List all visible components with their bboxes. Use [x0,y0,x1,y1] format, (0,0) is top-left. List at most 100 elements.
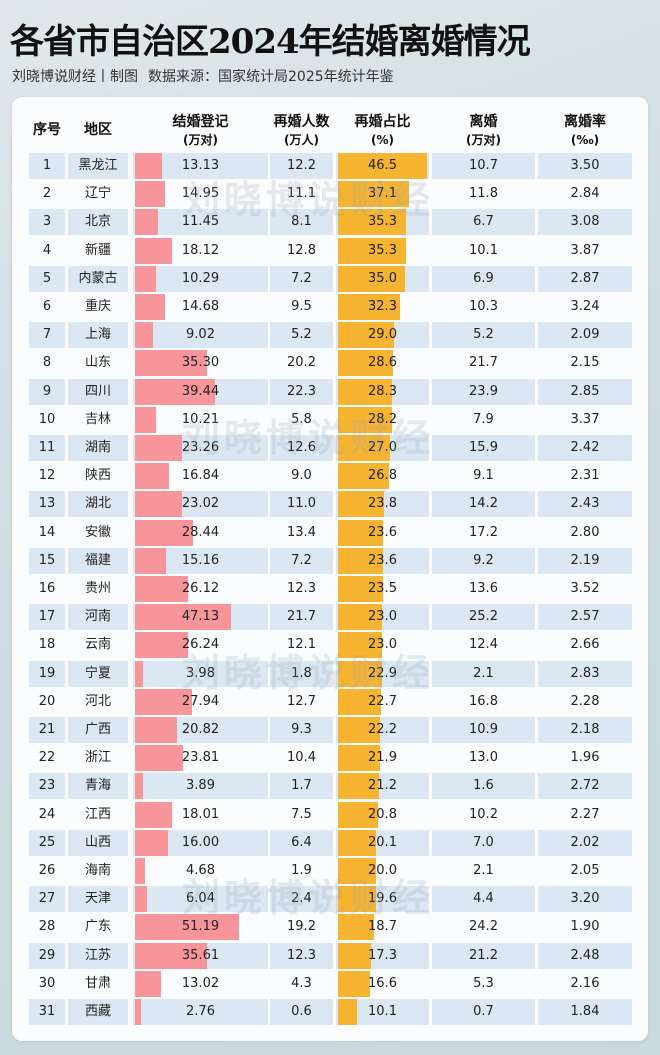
cell-marriage-value: 15.16 [181,552,220,568]
cell-idx-value: 3 [42,214,52,230]
marriage-bar [135,688,192,715]
cell-remarriage-value: 9.0 [291,468,312,484]
marriage-bar [135,153,162,179]
cell-remarriage-pct: 23.0 [336,632,429,659]
cell-region: 广西 [68,717,128,743]
cell-remarriage-pct-value: 35.3 [368,242,397,258]
cell-remarriage: 12.3 [270,942,333,969]
cell-remarriage: 5.8 [270,407,333,433]
cell-remarriage-pct: 10.1 [336,999,429,1025]
cell-remarriage: 19.2 [270,914,333,940]
cell-marriage-value: 39.44 [181,383,220,399]
cell-idx: 7 [29,322,65,349]
cell-remarriage-pct-value: 28.6 [368,355,397,371]
cell-remarriage: 11.0 [270,491,333,518]
cell-remarriage-value: 12.6 [287,440,316,455]
cell-idx: 10 [29,407,65,433]
cell-divorce: 2.1 [432,858,535,884]
remarriage-pct-bar [338,547,384,574]
cell-remarriage-pct-value: 35.3 [368,214,397,230]
cell-region: 吉林 [68,407,128,433]
cell-remarriage: 1.7 [270,773,333,800]
cell-marriage: 23.26 [133,435,268,461]
cell-marriage: 16.00 [133,829,268,856]
cell-remarriage-pct-value: 21.2 [368,778,397,794]
cell-remarriage-pct: 20.0 [336,858,429,884]
remarriage-pct-bar [338,858,377,884]
cell-region: 浙江 [68,745,128,771]
cell-idx-value: 13 [38,496,56,512]
cell-marriage: 20.82 [133,717,268,743]
cell-divorce-rate: 3.50 [538,153,632,179]
cell-divorce-value: 4.4 [473,891,494,907]
cell-remarriage-value: 12.1 [287,637,316,653]
cell-divorce-rate: 2.02 [538,829,632,856]
cell-region-value: 新疆 [84,242,111,258]
cell-divorce-rate-value: 1.96 [570,750,600,766]
cell-marriage-value: 4.68 [186,863,215,878]
table-row: 18 云南 26.24 12.1 23.0 12.4 2.66 [12,631,648,659]
cell-divorce: 21.2 [432,942,535,969]
cell-divorce: 9.1 [432,463,535,489]
cell-divorce: 17.2 [432,520,535,546]
cell-remarriage: 6.4 [270,829,333,856]
remarriage-pct-bar [338,717,381,743]
cell-region: 湖北 [68,491,128,518]
cell-marriage-value: 16.00 [181,834,220,850]
cell-marriage: 27.94 [133,688,268,715]
cell-divorce-value: 1.6 [473,778,494,794]
cell-remarriage-pct-value: 37.1 [368,186,397,202]
cell-idx-value: 11 [38,440,56,455]
cell-marriage: 35.30 [133,350,268,377]
cell-divorce: 6.7 [432,209,535,236]
marriage-bar [135,999,141,1025]
table-row: 12 陕西 16.84 9.0 26.8 9.1 2.31 [12,462,648,490]
cell-divorce-rate-value: 2.15 [570,355,600,371]
cell-remarriage: 9.3 [270,717,333,743]
cell-region-value: 云南 [84,637,111,653]
cell-remarriage-pct: 28.2 [336,406,429,433]
remarriage-pct-bar [338,829,377,856]
cell-remarriage-pct-value: 29.0 [368,327,397,343]
cell-region: 湖南 [68,435,128,461]
header-remarriage-pct: 再婚占比 (%) [354,114,411,147]
cell-region: 江西 [68,802,128,828]
marriage-bar [135,322,154,349]
cell-remarriage: 5.2 [270,322,333,349]
cell-idx-value: 24 [38,806,56,822]
cell-divorce-rate-value: 3.20 [570,891,600,907]
cell-divorce-rate: 1.96 [538,745,632,771]
cell-remarriage-pct-value: 16.6 [368,975,397,991]
cell-divorce-value: 13.0 [469,750,498,766]
cell-marriage: 2.76 [133,999,268,1025]
cell-idx-value: 21 [38,722,56,737]
cell-remarriage-value: 12.3 [287,581,316,596]
cell-idx-value: 4 [42,242,52,258]
cell-divorce: 12.4 [432,632,535,658]
table-row: 28 广东 51.19 19.2 18.7 24.2 1.90 [12,913,648,941]
table-row: 8 山东 35.30 20.2 28.6 21.7 2.15 [12,349,648,377]
cell-remarriage-pct-value: 28.3 [368,383,397,399]
marriage-bar [135,801,172,828]
cell-divorce: 11.8 [432,181,535,207]
cell-divorce-value: 5.2 [473,327,494,343]
cell-remarriage: 12.7 [270,689,333,715]
cell-region: 山西 [68,829,128,856]
cell-marriage: 26.24 [133,632,268,659]
remarriage-pct-bar [338,745,380,772]
cell-region-value: 甘肃 [84,975,111,991]
cell-idx-value: 20 [38,693,56,709]
cell-idx: 28 [29,914,65,940]
cell-idx: 24 [29,802,65,828]
marriage-bar [135,547,166,574]
cell-divorce-value: 10.1 [469,242,498,258]
data-source: 数据来源：国家统计局2025年统计年鉴 [148,69,394,85]
cell-region: 安徽 [68,520,128,546]
cell-region-value: 四川 [84,383,111,399]
cell-marriage-value: 13.02 [181,975,220,991]
cell-marriage-value: 10.29 [181,270,220,286]
cell-remarriage: 9.5 [270,294,333,320]
cell-region: 内蒙古 [68,265,128,292]
cell-region: 山东 [68,350,128,376]
cell-remarriage-value: 9.3 [291,722,312,737]
